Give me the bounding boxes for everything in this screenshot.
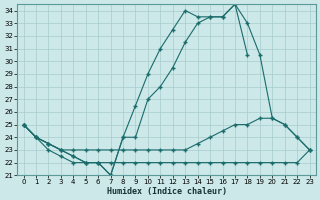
- X-axis label: Humidex (Indice chaleur): Humidex (Indice chaleur): [107, 187, 227, 196]
